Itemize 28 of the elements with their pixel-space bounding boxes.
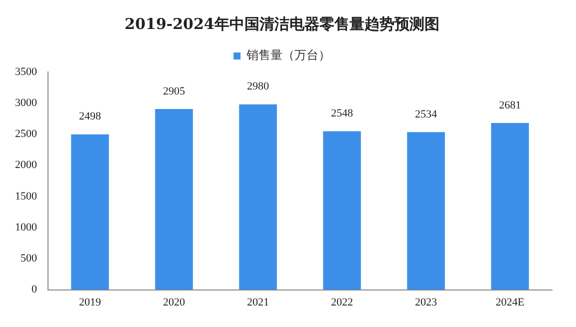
bar — [155, 109, 193, 290]
y-tick-label: 500 — [20, 252, 38, 265]
x-tick-label: 2019 — [79, 296, 102, 308]
x-tick-label: 2024E — [496, 296, 525, 308]
x-tick-label: 2020 — [163, 296, 186, 308]
x-tick-label: 2023 — [415, 296, 438, 308]
y-tick-label: 3000 — [15, 97, 38, 110]
x-tick-label: 2021 — [247, 296, 269, 308]
data-label: 2980 — [247, 80, 270, 93]
data-label: 2548 — [331, 108, 354, 120]
y-tick-label: 1500 — [15, 190, 38, 202]
chart-title: 2019-2024年中国清洁电器零售量趋势预测图 — [124, 14, 440, 33]
y-tick-label: 3500 — [15, 66, 38, 78]
data-label: 2905 — [163, 85, 186, 98]
data-label: 2681 — [499, 99, 521, 112]
data-label: 2534 — [415, 108, 438, 121]
x-tick-label: 2022 — [331, 296, 353, 308]
data-label: 2498 — [79, 110, 102, 123]
bar — [71, 134, 109, 290]
legend-label: 销售量（万台） — [246, 48, 330, 62]
bar — [491, 122, 529, 290]
bar — [323, 131, 361, 290]
y-tick-label: 0 — [32, 284, 38, 296]
bar — [239, 104, 277, 290]
y-tick-label: 1000 — [15, 221, 38, 234]
y-tick-label: 2000 — [15, 159, 38, 172]
y-tick-label: 2500 — [15, 128, 38, 140]
bar — [407, 132, 445, 290]
